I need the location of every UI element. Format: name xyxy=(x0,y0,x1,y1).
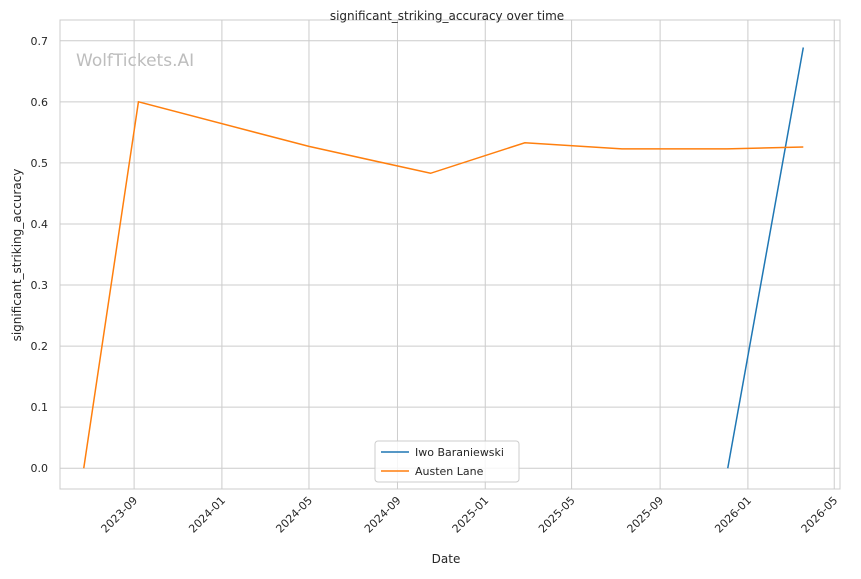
y-tick-label: 0.4 xyxy=(31,218,49,231)
y-tick-label: 0.7 xyxy=(31,35,49,48)
y-tick-label: 0.1 xyxy=(31,401,49,414)
legend: Iwo Baraniewski Austen Lane xyxy=(374,440,520,483)
y-axis-label: significant_striking_accuracy xyxy=(10,169,24,342)
x-tick-label: 2024-05 xyxy=(273,494,315,536)
x-tick-label: 2025-01 xyxy=(450,494,492,536)
plot-area xyxy=(59,19,841,490)
x-tick-label: 2023-09 xyxy=(99,494,141,536)
x-tick-label: 2025-09 xyxy=(625,494,667,536)
x-tick-label: 2024-09 xyxy=(362,494,404,536)
watermark: WolfTickets.AI xyxy=(76,51,194,71)
y-tick-label: 0.5 xyxy=(31,157,49,170)
y-tick-label: 0.2 xyxy=(31,340,49,353)
y-tick-label: 0.6 xyxy=(31,96,49,109)
x-axis-label: Date xyxy=(432,552,461,566)
series-line-austen-lane xyxy=(83,100,804,469)
x-tick-label: 2024-01 xyxy=(186,494,228,536)
chart-title: significant_striking_accuracy over time xyxy=(330,9,564,23)
y-tick-label: 0.0 xyxy=(31,462,49,475)
x-tick-label: 2026-05 xyxy=(799,494,841,536)
x-tick-label: 2025-05 xyxy=(536,494,578,536)
legend-label-austen: Austen Lane xyxy=(415,465,484,478)
series-line-iwo-baraniewski xyxy=(727,47,805,469)
legend-label-iwo: Iwo Baraniewski xyxy=(415,446,504,459)
x-tick-label: 2026-01 xyxy=(712,494,754,536)
y-tick-label: 0.3 xyxy=(31,279,49,292)
